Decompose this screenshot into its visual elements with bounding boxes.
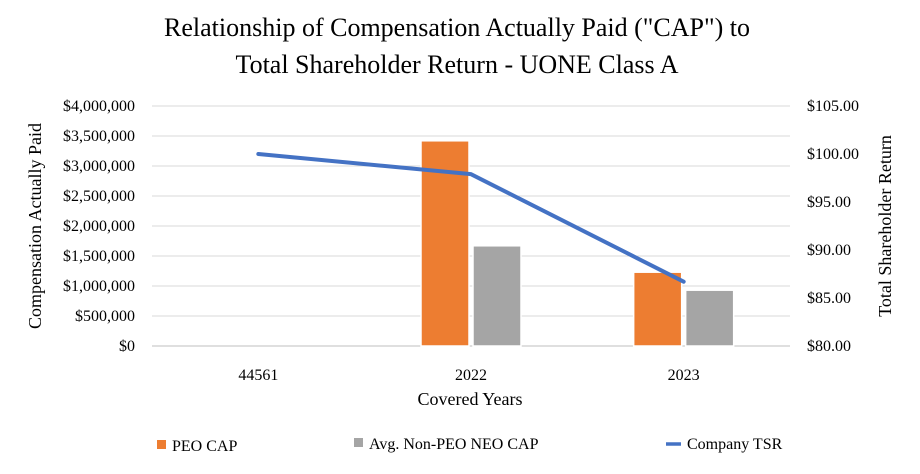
chart-title-line-1: Relationship of Compensation Actually Pa… — [164, 13, 750, 42]
right-tick-label: $90.00 — [807, 242, 851, 259]
x-axis-title: Covered Years — [418, 389, 523, 409]
legend-label-company-tsr: Company TSR — [687, 436, 783, 453]
left-tick-label: $1,500,000 — [63, 248, 135, 265]
right-tick-label: $80.00 — [807, 338, 851, 355]
x-axis: 44561 2022 2023 — [238, 367, 699, 384]
legend: PEO CAP Avg. Non-PEO NEO CAP Company TSR — [157, 436, 783, 455]
left-axis-title: Compensation Actually Paid — [25, 123, 45, 329]
line-series — [256, 152, 686, 284]
tsr-line — [256, 152, 686, 284]
left-tick-label: $1,000,000 — [63, 278, 135, 295]
bar-series — [420, 140, 735, 347]
left-tick-label: $500,000 — [75, 308, 135, 325]
legend-label-peo-cap: PEO CAP — [172, 438, 237, 455]
legend-label-avg-neo-cap: Avg. Non-PEO NEO CAP — [369, 436, 539, 453]
left-tick-label: $3,000,000 — [63, 158, 135, 175]
right-tick-label: $85.00 — [807, 290, 851, 307]
right-tick-label: $100.00 — [807, 146, 859, 163]
left-tick-label: $3,500,000 — [63, 128, 135, 145]
left-axis: $0 $500,000 $1,000,000 $1,500,000 $2,000,000… — [63, 98, 135, 355]
gridlines — [152, 105, 790, 347]
right-tick-label: $95.00 — [807, 194, 851, 211]
chart-title-line-2: Total Shareholder Return - UONE Class A — [236, 50, 679, 79]
x-tick-label: 2023 — [668, 367, 700, 384]
left-tick-label: $4,000,000 — [63, 98, 135, 115]
legend-swatch-avg-neo-cap — [354, 438, 363, 447]
bar — [472, 245, 522, 347]
x-tick-label: 2022 — [455, 367, 487, 384]
left-tick-label: $2,000,000 — [63, 218, 135, 235]
left-tick-label: $2,500,000 — [63, 188, 135, 205]
legend-swatch-peo-cap — [157, 440, 166, 449]
bar — [684, 289, 735, 347]
bar — [632, 271, 683, 347]
x-tick-label: 44561 — [238, 367, 278, 384]
right-axis-title: Total Shareholder Return — [875, 135, 895, 317]
left-tick-label: $0 — [119, 338, 135, 355]
right-tick-label: $105.00 — [807, 98, 859, 115]
right-axis: $80.00 $85.00 $90.00 $95.00 $100.00 $105.00 — [807, 98, 859, 355]
